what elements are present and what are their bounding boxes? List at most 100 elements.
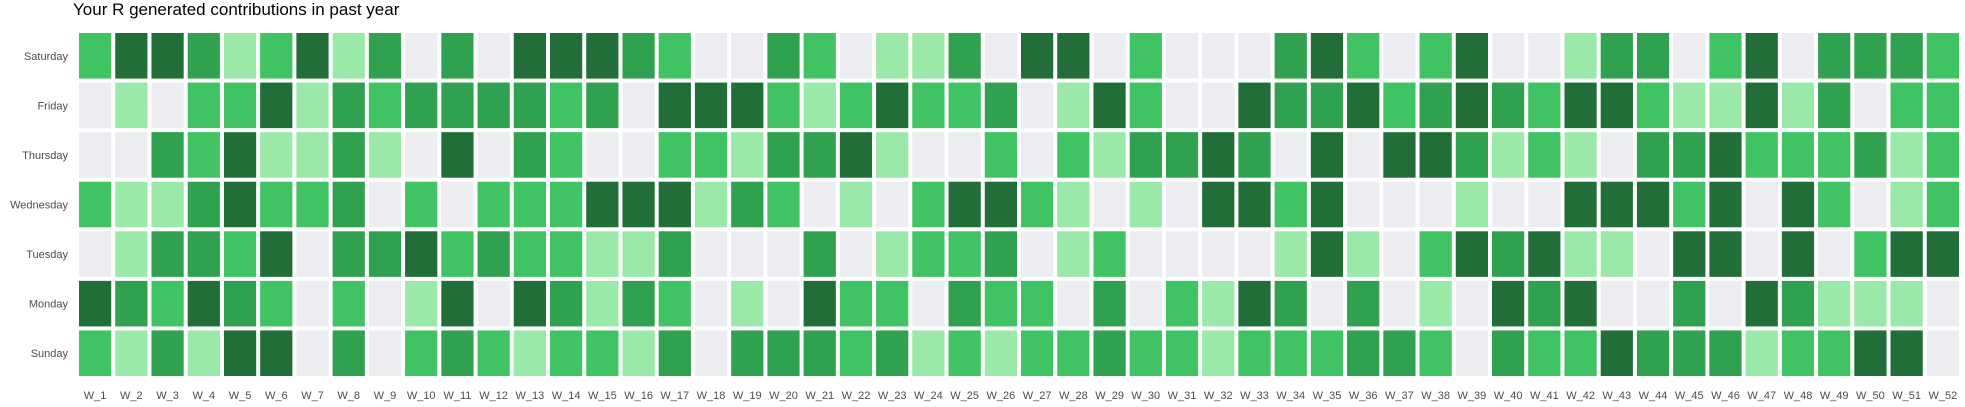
heatmap-cell — [586, 231, 619, 277]
heatmap-cell — [477, 330, 510, 376]
heatmap-cell — [767, 132, 800, 178]
heatmap-cell — [1745, 132, 1778, 178]
heatmap-cell — [477, 82, 510, 129]
x-tick-label: W_11 — [443, 390, 471, 402]
heatmap-cell — [1890, 181, 1923, 228]
heatmap-cell — [803, 82, 836, 129]
heatmap-cell — [1419, 231, 1452, 277]
heatmap-cell — [405, 132, 438, 178]
heatmap-cell — [1636, 132, 1670, 178]
x-tick-label: W_33 — [1240, 390, 1269, 402]
heatmap-cell — [1093, 330, 1126, 376]
heatmap-cell — [1745, 330, 1778, 376]
heatmap-cell — [1854, 181, 1887, 228]
y-tick-label: Thursday — [22, 150, 68, 162]
heatmap-cell — [1709, 33, 1742, 79]
x-tick-label: W_32 — [1204, 390, 1233, 402]
heatmap-cell — [1057, 231, 1090, 277]
heatmap-cell — [441, 82, 474, 129]
heatmap-cell — [1636, 33, 1670, 79]
heatmap-cell — [984, 82, 1017, 129]
heatmap-cell — [1636, 330, 1670, 376]
heatmap-cell — [1238, 132, 1271, 178]
x-tick-label: W_3 — [156, 390, 179, 402]
heatmap-cell — [260, 330, 293, 376]
heatmap-cell — [1165, 181, 1199, 228]
heatmap-cell — [1709, 181, 1742, 228]
heatmap-cell — [1564, 33, 1597, 79]
heatmap-cell — [1600, 33, 1633, 79]
heatmap-cell — [79, 82, 112, 129]
heatmap-cell — [658, 132, 691, 178]
heatmap-cell — [1528, 330, 1561, 376]
x-tick-label: W_18 — [697, 390, 726, 402]
heatmap-cell — [984, 280, 1017, 327]
heatmap-cell — [187, 181, 220, 228]
heatmap-cell — [1890, 280, 1923, 327]
heatmap-cell — [332, 231, 365, 277]
x-tick-label: W_47 — [1747, 390, 1776, 402]
heatmap-cell — [1057, 82, 1090, 129]
heatmap-cell — [1890, 231, 1923, 277]
x-tick-label: W_41 — [1530, 390, 1559, 402]
heatmap-cell — [1419, 132, 1452, 178]
heatmap-cell — [260, 82, 293, 129]
y-tick-label: Tuesday — [26, 249, 68, 261]
chart-title: Your R generated contributions in past y… — [73, 0, 400, 19]
heatmap-cell — [694, 33, 728, 79]
heatmap-cell — [550, 231, 583, 277]
heatmap-cell — [151, 82, 184, 129]
heatmap-cell — [151, 181, 184, 228]
heatmap-cell — [731, 33, 764, 79]
x-tick-label: W_17 — [660, 390, 689, 402]
heatmap-cell — [1709, 82, 1742, 129]
heatmap-cell — [586, 280, 619, 327]
heatmap-cell — [876, 181, 909, 228]
heatmap-cell — [731, 132, 764, 178]
heatmap-cell — [79, 33, 112, 79]
x-tick-label: W_21 — [805, 390, 834, 402]
heatmap-cell — [1310, 82, 1344, 129]
heatmap-cell — [296, 280, 329, 327]
heatmap-cell — [115, 33, 148, 79]
heatmap-cell — [1238, 330, 1271, 376]
x-tick-label: W_23 — [878, 390, 907, 402]
heatmap-cell — [151, 330, 184, 376]
heatmap-cell — [1274, 132, 1307, 178]
heatmap-cell — [1165, 33, 1199, 79]
heatmap-cell — [550, 82, 583, 129]
heatmap-cell — [1238, 280, 1271, 327]
heatmap-cell — [1310, 181, 1344, 228]
x-tick-label: W_7 — [301, 390, 324, 402]
heatmap-cell — [1781, 280, 1815, 327]
heatmap-cell — [1238, 181, 1271, 228]
heatmap-cell — [767, 231, 800, 277]
heatmap-cell — [731, 330, 764, 376]
x-tick-label: W_9 — [374, 390, 397, 402]
heatmap-cell — [1057, 280, 1090, 327]
heatmap-cell — [1021, 82, 1054, 129]
x-tick-label: W_48 — [1784, 390, 1813, 402]
heatmap-cell — [1673, 82, 1706, 129]
y-tick-label: Sunday — [31, 348, 69, 360]
heatmap-cell — [1492, 33, 1525, 79]
x-tick-label: W_30 — [1131, 390, 1160, 402]
heatmap-cell — [115, 82, 148, 129]
heatmap-cell — [876, 280, 909, 327]
heatmap-cell — [876, 330, 909, 376]
heatmap-cell — [1926, 330, 1959, 376]
heatmap-cell — [1165, 132, 1199, 178]
y-tick-label: Friday — [37, 100, 68, 112]
heatmap-cell — [187, 231, 220, 277]
heatmap-cell — [1781, 33, 1815, 79]
heatmap-cell — [658, 181, 691, 228]
heatmap-cell — [1455, 231, 1488, 277]
heatmap-cell — [1455, 132, 1488, 178]
heatmap-cell — [79, 231, 112, 277]
heatmap-cell — [513, 280, 546, 327]
heatmap-cell — [477, 132, 510, 178]
heatmap-cell — [1419, 82, 1452, 129]
heatmap-cell — [948, 231, 981, 277]
heatmap-cell — [1274, 280, 1307, 327]
heatmap-cell — [260, 132, 293, 178]
